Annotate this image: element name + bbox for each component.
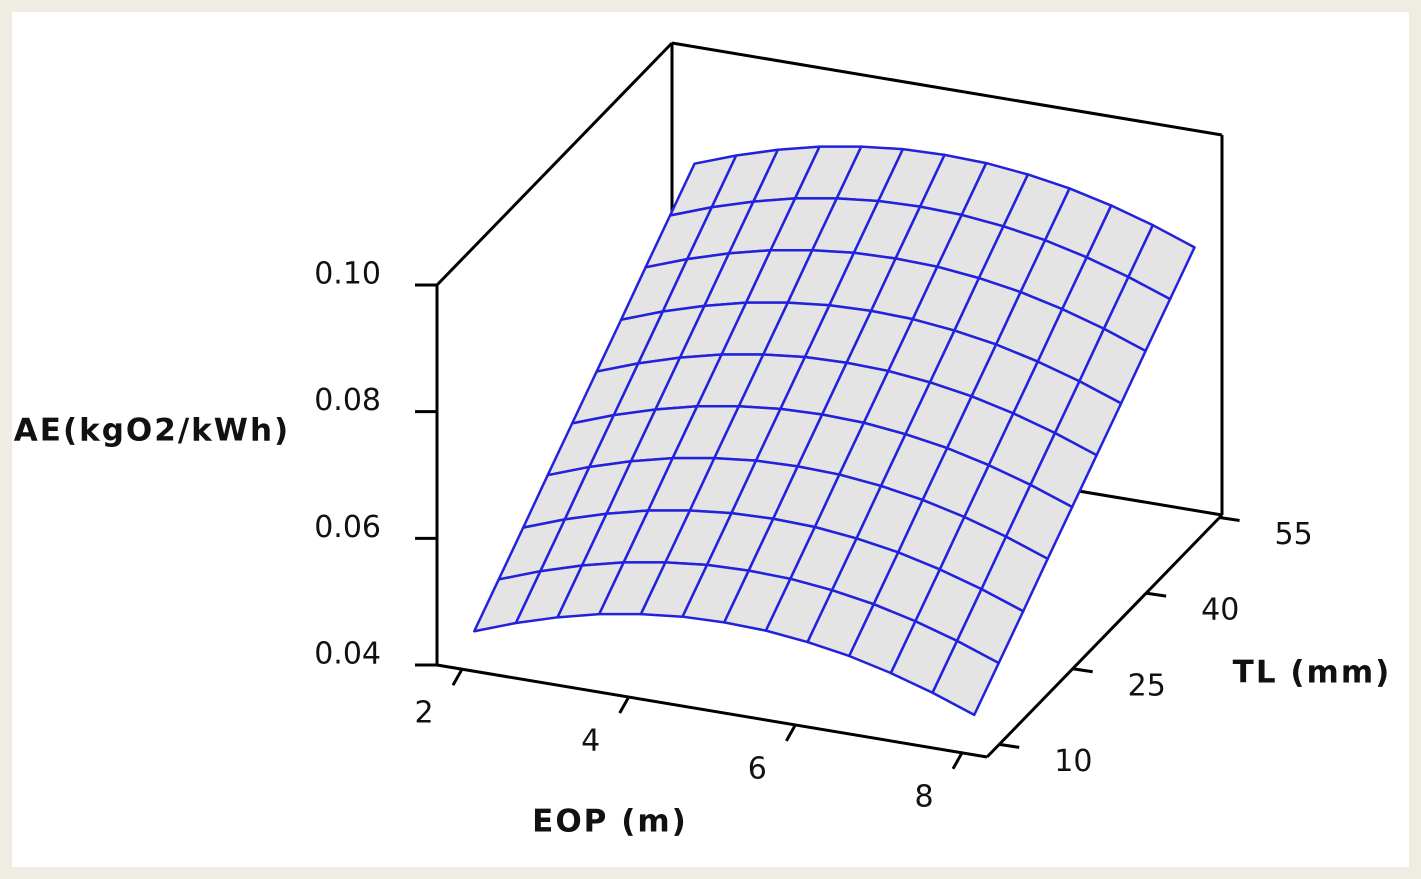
x-tick <box>951 752 964 770</box>
box-edge <box>435 41 674 287</box>
y-tick <box>1145 591 1167 598</box>
z-tick-label: 0.06 <box>314 510 381 545</box>
y-tick <box>999 742 1020 749</box>
z-tick-label: 0.08 <box>314 383 381 418</box>
y-tick-label: 40 <box>1201 593 1239 628</box>
y-tick-label: 55 <box>1275 517 1313 552</box>
x-tick <box>451 668 464 686</box>
y-axis-title: TL (mm) <box>1233 655 1392 691</box>
x-tick-label: 2 <box>414 696 433 731</box>
box-edge <box>985 513 1224 759</box>
z-axis-title: AE(kgO2/kWh) <box>14 413 290 449</box>
box-edge <box>671 41 1223 137</box>
x-tick-label: 8 <box>914 779 933 814</box>
y-tick-label: 25 <box>1128 668 1166 703</box>
x-tick <box>785 724 797 742</box>
y-tick-label: 10 <box>1054 744 1092 779</box>
surface-cell <box>931 639 1000 717</box>
z-tick-label: 0.04 <box>314 637 381 672</box>
z-tick-label: 0.10 <box>314 257 381 292</box>
x-tick <box>618 696 630 714</box>
y-tick <box>1219 516 1240 523</box>
x-tick-label: 4 <box>581 724 600 759</box>
y-tick <box>1072 667 1093 674</box>
x-axis-title: EOP (m) <box>532 804 688 840</box>
x-tick-label: 6 <box>748 751 767 786</box>
box-edge <box>436 663 988 759</box>
